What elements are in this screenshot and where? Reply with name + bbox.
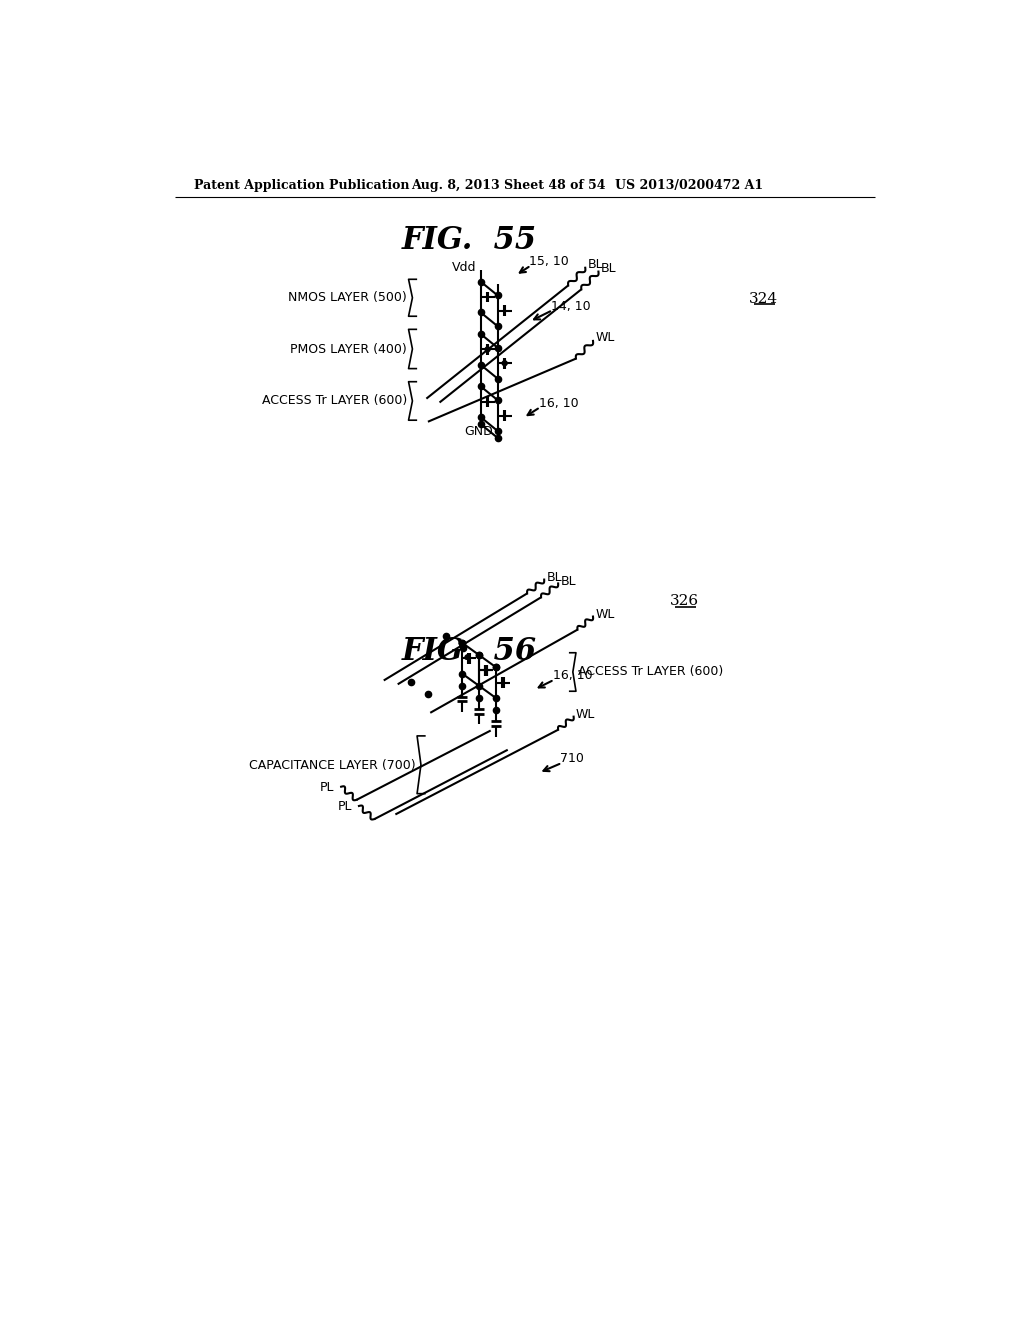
Text: FIG.  56: FIG. 56 xyxy=(401,636,537,667)
Text: BL: BL xyxy=(588,259,603,271)
Text: WL: WL xyxy=(595,330,614,343)
Text: Aug. 8, 2013: Aug. 8, 2013 xyxy=(411,178,500,191)
Text: 324: 324 xyxy=(749,292,778,305)
Text: 16, 10: 16, 10 xyxy=(539,397,579,409)
Text: WL: WL xyxy=(575,708,595,721)
Text: 326: 326 xyxy=(670,594,699,609)
Text: BL: BL xyxy=(560,574,577,587)
Text: PL: PL xyxy=(319,781,334,795)
Text: ACCESS Tr LAYER (600): ACCESS Tr LAYER (600) xyxy=(262,395,407,408)
Text: Sheet 48 of 54: Sheet 48 of 54 xyxy=(504,178,605,191)
Text: PL: PL xyxy=(338,800,352,813)
Text: 710: 710 xyxy=(560,752,585,766)
Text: FIG.  55: FIG. 55 xyxy=(401,226,537,256)
Text: Patent Application Publication: Patent Application Publication xyxy=(194,178,410,191)
Text: US 2013/0200472 A1: US 2013/0200472 A1 xyxy=(614,178,763,191)
Text: NMOS LAYER (500): NMOS LAYER (500) xyxy=(288,292,407,305)
Text: WL: WL xyxy=(595,607,614,620)
Text: PMOS LAYER (400): PMOS LAYER (400) xyxy=(290,343,407,356)
Text: BL: BL xyxy=(547,570,562,583)
Text: GND: GND xyxy=(464,425,493,438)
Text: ACCESS Tr LAYER (600): ACCESS Tr LAYER (600) xyxy=(578,665,723,678)
Text: BL: BL xyxy=(601,261,616,275)
Text: 14, 10: 14, 10 xyxy=(551,300,591,313)
Text: 15, 10: 15, 10 xyxy=(529,255,569,268)
Text: Vdd: Vdd xyxy=(453,261,477,275)
Text: CAPACITANCE LAYER (700): CAPACITANCE LAYER (700) xyxy=(249,759,416,772)
Text: 16, 10: 16, 10 xyxy=(553,669,592,682)
